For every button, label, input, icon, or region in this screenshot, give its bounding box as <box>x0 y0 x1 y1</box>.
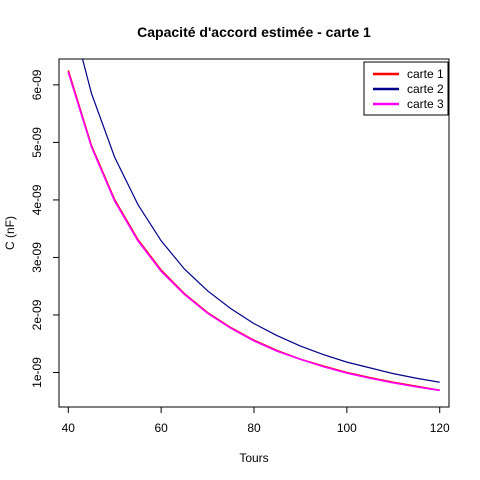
y-axis: 1e-09 2e-09 3e-09 4e-09 5e-09 6e-09 <box>30 69 59 388</box>
legend-label: carte 1 <box>407 67 444 81</box>
legend-label: carte 2 <box>407 82 444 96</box>
legend-label: carte 3 <box>407 97 444 111</box>
y-tick-label: 5e-09 <box>30 127 44 158</box>
series-layer <box>67 59 440 392</box>
x-tick-label: 100 <box>337 421 357 435</box>
chart-title: Capacité d'accord estimée - carte 1 <box>137 24 371 40</box>
y-tick-label: 3e-09 <box>30 242 44 273</box>
series-line-carte-3 <box>67 71 440 392</box>
x-tick-label: 60 <box>154 421 168 435</box>
x-axis: 40 60 80 100 120 <box>62 407 450 435</box>
y-tick-label: 4e-09 <box>30 184 44 215</box>
y-axis-label: C (nF) <box>3 216 17 250</box>
y-tick-label: 6e-09 <box>30 69 44 100</box>
series-line-carte-1 <box>67 70 440 392</box>
x-tick-label: 80 <box>247 421 261 435</box>
y-tick-label: 2e-09 <box>30 299 44 330</box>
x-tick-label: 120 <box>430 421 450 435</box>
x-axis-label: Tours <box>239 451 268 465</box>
series-line-carte-2 <box>81 59 440 383</box>
x-tick-label: 40 <box>62 421 76 435</box>
y-tick-label: 1e-09 <box>30 357 44 388</box>
